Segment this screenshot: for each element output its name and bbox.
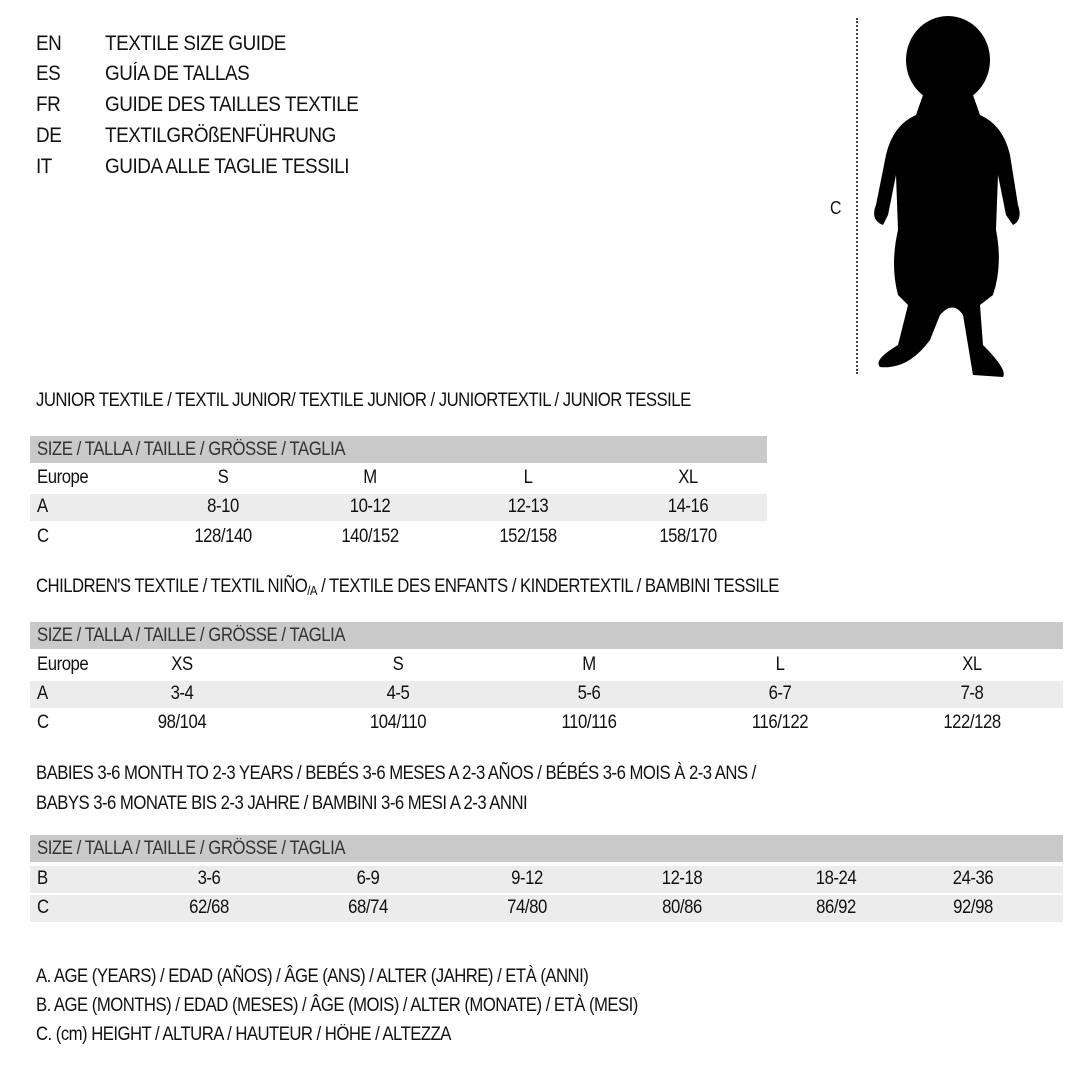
size-header: SIZE / TALLA / TAILLE / GRÖSSE / TAGLIA — [37, 439, 346, 460]
table-row: C 62/68 68/74 74/80 80/86 86/92 92/98 — [30, 895, 1063, 922]
cell: 128/140 — [194, 526, 252, 547]
baby-silhouette-icon — [874, 16, 1020, 377]
cell: 86/92 — [816, 897, 856, 918]
cell: 24-36 — [952, 868, 994, 889]
cell: 12-13 — [507, 496, 549, 517]
cell: 104/110 — [369, 712, 427, 733]
cell: 6-7 — [768, 683, 792, 704]
height-label: C — [830, 198, 841, 218]
cell: 14-16 — [667, 496, 709, 517]
cell: L — [775, 654, 785, 675]
cell: 110/116 — [561, 712, 617, 733]
size-header: SIZE / TALLA / TAILLE / GRÖSSE / TAGLIA — [37, 625, 346, 646]
section-title: CHILDREN'S TEXTILE / TEXTIL NIÑO/A / TEX… — [36, 576, 779, 598]
cell: 3-6 — [197, 868, 221, 889]
cell: 152/158 — [499, 526, 557, 547]
row-label: Europe — [37, 467, 89, 488]
lang-code: IT — [36, 155, 52, 178]
guide-title: TEXTILE SIZE GUIDE — [105, 32, 286, 55]
table-row: C 98/104 104/110 110/116 116/122 122/128 — [30, 710, 1063, 737]
cell: 6-9 — [356, 868, 380, 889]
size-header: SIZE / TALLA / TAILLE / GRÖSSE / TAGLIA — [37, 838, 346, 859]
cell: L — [523, 467, 533, 488]
row-label: A — [37, 683, 48, 704]
cell: S — [392, 654, 404, 675]
row-label: B — [37, 868, 48, 889]
guide-title: GUÍA DE TALLAS — [105, 62, 250, 85]
lang-code: FR — [36, 93, 61, 116]
legend-item: C. (cm) HEIGHT / ALTURA / HAUTEUR / HÖHE… — [36, 1024, 451, 1045]
cell: 8-10 — [207, 496, 239, 517]
cell: S — [217, 467, 229, 488]
cell: 122/128 — [943, 712, 1001, 733]
cell: 116/122 — [751, 712, 809, 733]
height-measure-line — [856, 18, 858, 374]
table-header: SIZE / TALLA / TAILLE / GRÖSSE / TAGLIA — [30, 622, 1063, 649]
cell: 140/152 — [341, 526, 399, 547]
cell: 74/80 — [507, 897, 547, 918]
row-label: A — [37, 496, 48, 517]
table-row: A 3-4 4-5 5-6 6-7 7-8 — [30, 681, 1063, 708]
cell: XS — [171, 654, 193, 675]
section-title: BABIES 3-6 MONTH TO 2-3 YEARS / BEBÉS 3-… — [36, 763, 756, 784]
table-row: Europe XS S M L XL — [30, 652, 1063, 679]
cell: 18-24 — [815, 868, 857, 889]
table-row: Europe S M L XL — [30, 465, 767, 492]
table-row: A 8-10 10-12 12-13 14-16 — [30, 494, 767, 521]
legend-item: B. AGE (MONTHS) / EDAD (MESES) / ÂGE (MO… — [36, 995, 638, 1016]
cell: 158/170 — [659, 526, 717, 547]
cell: M — [363, 467, 377, 488]
legend-item: A. AGE (YEARS) / EDAD (AÑOS) / ÂGE (ANS)… — [36, 966, 589, 987]
cell: 9-12 — [511, 868, 543, 889]
lang-code: DE — [36, 124, 62, 147]
table-row: B 3-6 6-9 9-12 12-18 18-24 24-36 — [30, 866, 1063, 893]
cell: 62/68 — [189, 897, 229, 918]
title-sub: /A — [307, 583, 317, 598]
row-label: C — [37, 526, 49, 547]
cell: 92/98 — [953, 897, 993, 918]
section-title: BABYS 3-6 MONATE BIS 2-3 JAHRE / BAMBINI… — [36, 793, 528, 814]
row-label: C — [37, 712, 49, 733]
table-header: SIZE / TALLA / TAILLE / GRÖSSE / TAGLIA — [30, 835, 1063, 862]
table-header: SIZE / TALLA / TAILLE / GRÖSSE / TAGLIA — [30, 436, 767, 463]
lang-code: EN — [36, 32, 62, 55]
cell: 68/74 — [348, 897, 388, 918]
row-label: C — [37, 897, 49, 918]
guide-title: GUIDE DES TAILLES TEXTILE — [105, 93, 359, 116]
cell: 98/104 — [157, 712, 207, 733]
cell: M — [582, 654, 596, 675]
cell: 3-4 — [170, 683, 194, 704]
cell: XL — [678, 467, 698, 488]
section-title: JUNIOR TEXTILE / TEXTIL JUNIOR/ TEXTILE … — [36, 390, 691, 411]
row-label: Europe — [37, 654, 89, 675]
cell: 12-18 — [661, 868, 703, 889]
cell: XL — [962, 654, 982, 675]
guide-title: TEXTILGRÖßENFÜHRUNG — [105, 124, 336, 147]
lang-code: ES — [36, 62, 61, 85]
title-part: / TEXTILE DES ENFANTS / KINDERTEXTIL / B… — [316, 576, 779, 597]
cell: 10-12 — [349, 496, 391, 517]
cell: 4-5 — [386, 683, 410, 704]
table-row: C 128/140 140/152 152/158 158/170 — [30, 524, 767, 551]
title-part: CHILDREN'S TEXTILE / TEXTIL NIÑO — [36, 576, 308, 597]
cell: 80/86 — [662, 897, 702, 918]
cell: 7-8 — [960, 683, 984, 704]
cell: 5-6 — [577, 683, 601, 704]
guide-title: GUIDA ALLE TAGLIE TESSILI — [105, 155, 350, 178]
